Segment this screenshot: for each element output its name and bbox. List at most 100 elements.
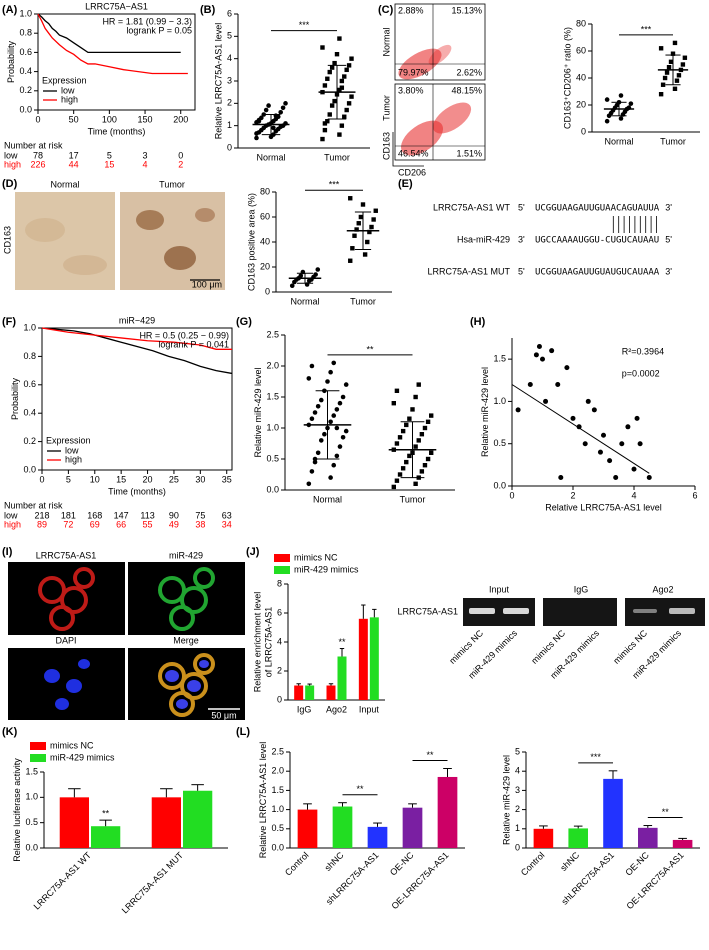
data-point (558, 475, 564, 481)
y-tick-label: 0.6 (23, 379, 36, 389)
x-tick-label: LRRC75A-AS1 WT (32, 850, 94, 912)
y-tick-label: 1.5 (271, 785, 284, 795)
data-point (332, 60, 337, 66)
panel-label: (H) (470, 316, 486, 328)
bands (469, 608, 695, 614)
merge (158, 653, 215, 717)
gel-gap (617, 598, 625, 626)
data-point (328, 419, 333, 425)
data-point (342, 74, 347, 79)
x-tick-label: shNC (323, 850, 346, 873)
y-tick-label: 40 (260, 236, 270, 246)
bar (369, 617, 379, 700)
y-axis-label: Probability (10, 377, 20, 420)
risk-value: 72 (63, 519, 73, 529)
risk-value: 3 (143, 150, 148, 160)
risk-value: 34 (222, 519, 232, 529)
y-tick-label: 2.0 (266, 360, 279, 370)
data-point (591, 407, 597, 413)
panel-label: (F) (2, 316, 16, 328)
data-point (397, 435, 403, 440)
data-point (670, 51, 676, 56)
data-point (352, 233, 357, 238)
quadrant-label: 3.80% (398, 85, 424, 95)
panel-label: (E) (398, 178, 413, 190)
data-point (533, 352, 539, 358)
data-point (404, 459, 409, 465)
rect-shape (469, 608, 495, 614)
data-point (358, 214, 364, 220)
quadrant-label: 15.13% (451, 5, 482, 15)
data-point (369, 224, 374, 230)
data-point (340, 435, 346, 440)
x-tick-label: Tumor (350, 296, 376, 306)
y-tick-label: 20 (576, 99, 586, 109)
legend-label: mimics NC (294, 552, 338, 562)
data-point (400, 428, 406, 434)
circle-shape (169, 605, 195, 631)
data-point (429, 450, 434, 455)
data-point (549, 348, 555, 354)
y-tick-label: 80 (260, 186, 270, 196)
circle-shape (180, 672, 208, 700)
y-tick-label: 1.0 (19, 8, 32, 18)
bar (297, 809, 318, 848)
panel-label: (J) (246, 546, 260, 558)
quadrant-label: 79.97% (398, 67, 429, 77)
sequence: UGCCAAAAUGGU-CUGUCAUAAU (535, 236, 659, 246)
data-point (555, 382, 561, 388)
y-tick-label: 2 (277, 665, 282, 675)
nuclei (44, 659, 90, 710)
ellipse-shape (66, 679, 82, 693)
data-point (337, 132, 342, 137)
circle-shape (193, 567, 215, 589)
data-point (280, 105, 286, 111)
data-point (410, 407, 415, 412)
y-tick-label: 0.4 (23, 408, 36, 418)
rect-shape (503, 608, 529, 614)
y-axis-label: Relative miR-429 level (501, 755, 511, 845)
data-point (320, 45, 325, 50)
bar (603, 778, 623, 848)
panel-label: (G) (236, 316, 252, 328)
data-point (349, 94, 354, 99)
bar (672, 839, 693, 848)
tissue (63, 255, 107, 275)
y-tick-label: 6 (277, 607, 282, 617)
data-point (356, 221, 361, 226)
data-point (660, 82, 666, 87)
column-label: Tumor (159, 179, 185, 189)
data-point (254, 135, 259, 141)
y-tick-label: 0 (227, 142, 232, 152)
y-tick-label: 0.4 (19, 66, 32, 76)
data-point (315, 267, 321, 272)
annotation: logrank P = 0.041 (158, 339, 229, 349)
panel-label: (I) (2, 546, 13, 558)
risk-value: 66 (116, 519, 126, 529)
legend-swatch (274, 554, 290, 562)
risk-value: 44 (69, 159, 79, 169)
data-point (419, 432, 425, 437)
y-tick-label: 4 (277, 636, 282, 646)
y-axis-label: CD163⁺CD206⁺ ratio (%) (562, 27, 572, 129)
stain (136, 210, 164, 230)
ellipse-shape (187, 680, 201, 692)
y-tick-label: 60 (576, 45, 586, 55)
y-tick-label: 0 (515, 842, 520, 852)
y-tick-label: 0.5 (25, 817, 38, 827)
data-point (618, 93, 624, 98)
row-label: CD163 (2, 226, 12, 254)
chart-title: miR−429 (119, 315, 155, 325)
risk-value: 78 (33, 150, 43, 160)
data-point (597, 449, 603, 455)
x-tick-label: 200 (173, 114, 188, 124)
data-point (582, 441, 588, 447)
data-point (266, 103, 271, 108)
x-tick-label: 6 (692, 490, 697, 500)
data-point (332, 98, 337, 104)
survival-curve (37, 13, 188, 75)
sequence-end: 3' (665, 202, 672, 212)
data-point (680, 62, 686, 67)
data-point (327, 112, 332, 117)
x-tick-label: 4 (631, 490, 636, 500)
